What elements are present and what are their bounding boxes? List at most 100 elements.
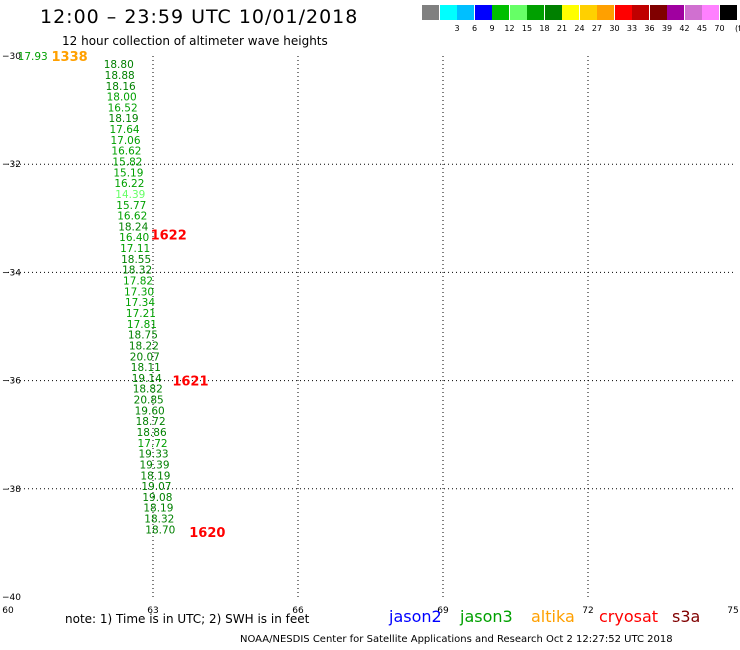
y-tick-label: −34 bbox=[2, 268, 21, 278]
swh-point-label: 17.21 bbox=[126, 308, 156, 320]
swh-point-label: 18.22 bbox=[129, 340, 159, 352]
swh-point-label: 18.72 bbox=[136, 416, 166, 428]
scale-tick-label: 15 bbox=[521, 24, 533, 33]
swh-point-label: 16.62 bbox=[111, 146, 141, 158]
swh-point-label: 17.72 bbox=[138, 438, 168, 450]
swh-point-label: 20.07 bbox=[130, 351, 160, 363]
swh-point-label: 17.06 bbox=[110, 135, 140, 147]
swh-point-label: 18.32 bbox=[144, 514, 174, 526]
time-label: 1622 bbox=[151, 229, 187, 244]
swh-point-label: 18.55 bbox=[121, 254, 151, 266]
y-tick-label: −40 bbox=[2, 593, 21, 603]
scale-tick-label: 12 bbox=[504, 24, 515, 33]
swh-point-label: 15.77 bbox=[116, 200, 146, 212]
scale-swatch bbox=[457, 5, 474, 20]
swh-point-label: 18.32 bbox=[122, 265, 152, 277]
scale-tick-label: 27 bbox=[591, 24, 603, 33]
swh-point-label: 18.82 bbox=[133, 384, 163, 396]
swh-point-label: 16.62 bbox=[117, 211, 147, 223]
swh-point-label: 17.81 bbox=[127, 319, 157, 331]
scale-swatch bbox=[509, 5, 527, 20]
swh-point-label: 19.33 bbox=[139, 449, 169, 461]
swh-point-label: 17.30 bbox=[124, 286, 154, 298]
swh-point-label: 18.24 bbox=[118, 221, 148, 233]
swh-point-label: 19.14 bbox=[132, 373, 162, 385]
scale-swatch bbox=[544, 5, 562, 20]
scale-swatch bbox=[492, 5, 509, 20]
scale-tick-label: 70 bbox=[714, 24, 725, 33]
scale-tick-label: 33 bbox=[626, 24, 638, 33]
chart-subtitle: 12 hour collection of altimeter wave hei… bbox=[62, 34, 328, 48]
swh-point-label: 17.64 bbox=[110, 124, 140, 136]
scale-swatch bbox=[439, 5, 457, 20]
scale-tick-label: 6 bbox=[471, 24, 478, 33]
satellite-legend-jason3: jason3 bbox=[460, 607, 513, 626]
swh-point-label: 17.11 bbox=[120, 243, 150, 255]
swh-point-label: 19.39 bbox=[139, 459, 169, 471]
scale-tick-label: 42 bbox=[679, 24, 690, 33]
scale-swatch bbox=[667, 5, 684, 20]
swh-point-label: 14.39 bbox=[115, 189, 145, 201]
footer-credit: NOAA/NESDIS Center for Satellite Applica… bbox=[240, 634, 673, 645]
swh-point-label: 15.82 bbox=[112, 156, 142, 168]
scale-tick-label: 18 bbox=[539, 24, 550, 33]
swh-point-label: 18.75 bbox=[128, 330, 158, 342]
scale-tick-label: 30 bbox=[609, 24, 620, 33]
x-tick-label: 60 bbox=[2, 606, 14, 616]
y-tick-label: −32 bbox=[2, 160, 21, 170]
satellite-legend-jason2: jason2 bbox=[389, 607, 442, 626]
y-tick-label: −30 bbox=[2, 52, 21, 62]
swh-point-label: 18.00 bbox=[107, 92, 137, 104]
scale-swatch bbox=[597, 5, 614, 20]
scale-swatch bbox=[719, 5, 737, 20]
swh-point-label: 15.19 bbox=[113, 167, 143, 179]
satellite-legend-altika: altika bbox=[531, 607, 575, 626]
scale-swatch bbox=[422, 5, 439, 20]
y-tick-label: −38 bbox=[2, 485, 21, 495]
scale-tick-label: 9 bbox=[489, 24, 495, 33]
swh-point-label: 18.11 bbox=[131, 362, 161, 374]
swh-point-label: 18.19 bbox=[109, 113, 139, 125]
scale-swatch bbox=[684, 5, 702, 20]
scale-swatch bbox=[562, 5, 579, 20]
note-text: note: 1) Time is in UTC; 2) SWH is in fe… bbox=[65, 612, 310, 626]
scale-tick-label: 24 bbox=[574, 24, 585, 33]
swh-point-label: 19.60 bbox=[135, 405, 165, 417]
swh-point-label: 19.08 bbox=[142, 492, 172, 504]
time-label: 1621 bbox=[172, 375, 208, 390]
swh-point-label: 17.34 bbox=[125, 297, 155, 309]
x-tick-label: 75 bbox=[727, 606, 738, 616]
swh-point-label: 18.70 bbox=[145, 524, 175, 536]
chart-title: 12:00 – 23:59 UTC 10/01/2018 bbox=[40, 6, 359, 28]
satellite-legend-cryosat: cryosat bbox=[599, 607, 659, 626]
scale-unit: (ft) bbox=[734, 24, 740, 33]
x-tick-label: 72 bbox=[582, 606, 593, 616]
time-label: 1338 bbox=[52, 50, 88, 65]
scale-tick-label: 45 bbox=[696, 24, 708, 33]
x-tick-label: 69 bbox=[437, 606, 449, 616]
scale-swatch bbox=[527, 5, 544, 20]
y-tick-label: −36 bbox=[2, 377, 21, 387]
scale-tick-label: 3 bbox=[454, 24, 460, 33]
satellite-legend-s3a: s3a bbox=[672, 607, 701, 626]
x-tick-label: 66 bbox=[292, 606, 304, 616]
swh-point-label: 17.82 bbox=[123, 276, 153, 288]
swh-point-label: 18.88 bbox=[105, 70, 135, 82]
swh-point-label: 16.40 bbox=[119, 232, 149, 244]
scale-tick-label: 39 bbox=[661, 24, 673, 33]
swh-point-label: 20.85 bbox=[134, 395, 164, 407]
scale-swatch bbox=[702, 5, 719, 20]
scale-swatch bbox=[649, 5, 667, 20]
swh-point-label: 18.16 bbox=[106, 81, 136, 93]
scale-swatch bbox=[474, 5, 492, 20]
scale-tick-label: 21 bbox=[556, 24, 568, 33]
scale-swatch bbox=[579, 5, 597, 20]
scale-swatch bbox=[614, 5, 632, 20]
time-label: 1620 bbox=[189, 526, 225, 541]
swh-point-label: 16.22 bbox=[114, 178, 144, 190]
swh-point-label: 19.07 bbox=[141, 481, 171, 493]
x-tick-label: 63 bbox=[147, 606, 158, 616]
swh-point-label: 17.93 bbox=[18, 51, 48, 63]
swh-point-label: 16.52 bbox=[108, 102, 138, 114]
